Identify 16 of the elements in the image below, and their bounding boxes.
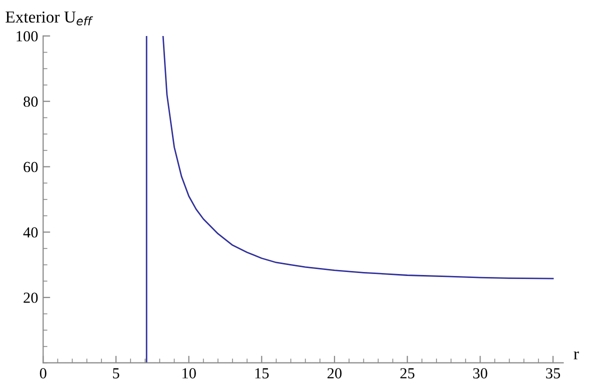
y-tick-label: 100 [16,31,38,42]
x-tick-label: 5 [113,368,120,378]
y-axis-title: Exterior U$_{eff}$ [6,11,94,26]
y-tick-label: 20 [24,292,38,303]
x-tick-label: 25 [400,368,414,378]
x-tick-label: 20 [328,368,342,378]
line-series [162,36,554,280]
y-tick-label: 60 [24,162,38,172]
x-axis-title: r [574,351,579,360]
x-tick-label: 15 [255,368,269,378]
x-tick-label: 35 [546,368,560,378]
x-tick-label: 0 [40,368,46,378]
x-tick-label: 30 [473,368,488,378]
x-tick-label: 10 [182,368,196,378]
y-tick-label: 40 [23,227,38,238]
y-tick-label: 80 [24,96,38,107]
